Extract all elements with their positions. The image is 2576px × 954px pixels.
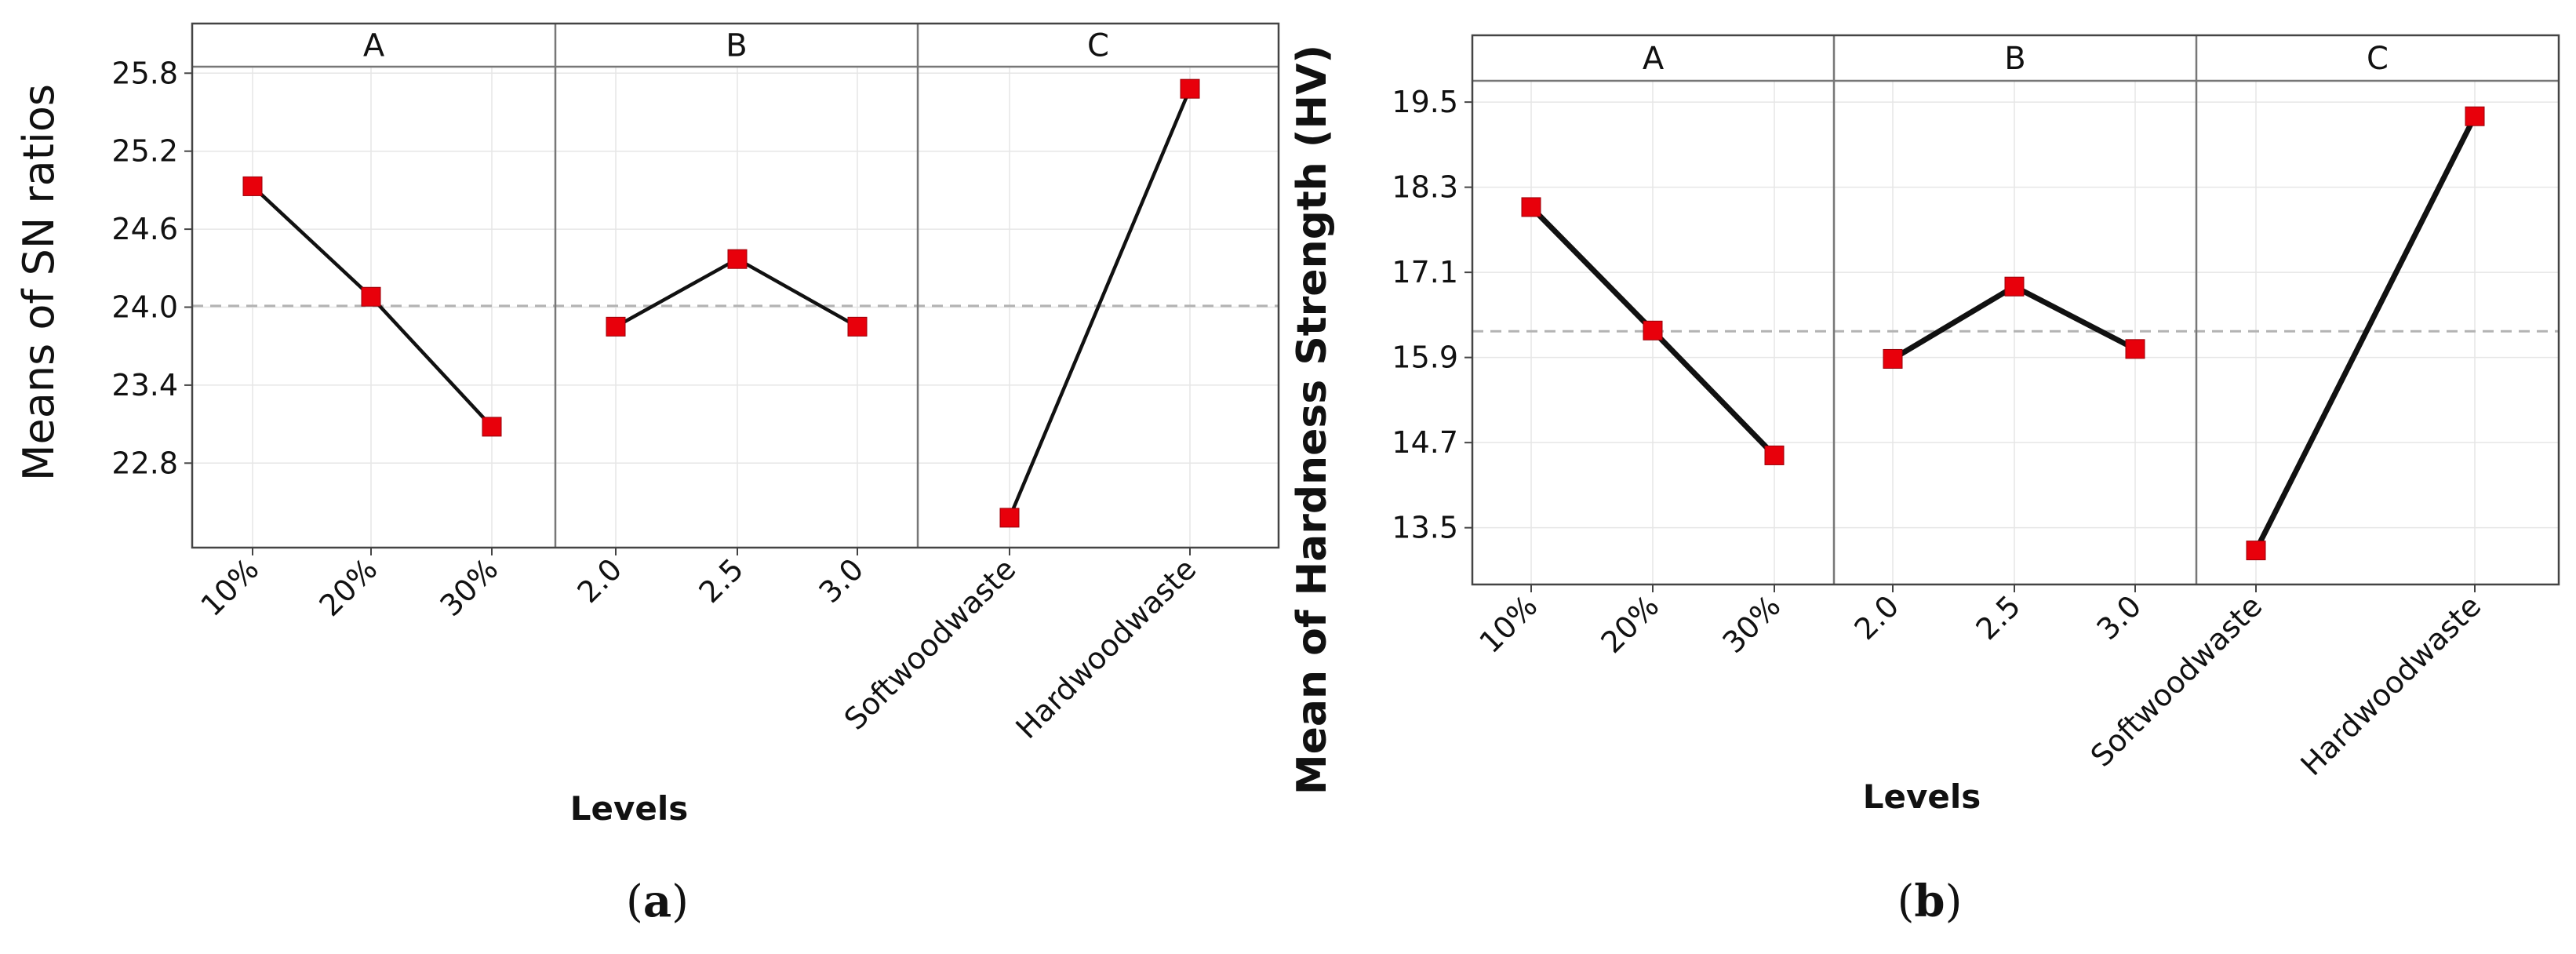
- caption-letter: b: [1914, 876, 1945, 927]
- data-point-A-3: [1764, 445, 1785, 465]
- y-axis-title: Mean of Hardness Strength (HV): [1289, 45, 1336, 795]
- y-tick-label: 23.4: [111, 368, 178, 402]
- y-tick-label: 22.8: [111, 446, 178, 480]
- caption-open-paren: (: [1897, 876, 1915, 927]
- y-tick-label: 25.8: [111, 56, 178, 90]
- facet-strip: [1472, 35, 2559, 81]
- x-axis-title: Levels: [1863, 777, 1981, 816]
- data-point-B-3: [847, 316, 868, 337]
- data-point-C-2: [2465, 106, 2485, 126]
- data-point-A-2: [361, 286, 381, 307]
- data-point-A-3: [482, 417, 502, 437]
- facet-label-C: C: [1087, 28, 1109, 64]
- data-point-A-1: [242, 176, 263, 196]
- facet-label-B: B: [726, 28, 747, 64]
- data-point-B-1: [1883, 348, 1903, 369]
- facet-label-A: A: [1643, 41, 1665, 77]
- y-tick-label: 19.5: [1392, 85, 1458, 119]
- data-point-B-1: [606, 316, 626, 337]
- plot-background: [1472, 81, 2559, 584]
- data-point-B-2: [2004, 276, 2025, 297]
- facet-strip: [192, 24, 1279, 67]
- y-tick-label: 15.9: [1392, 340, 1458, 375]
- plot-frame: [1471, 34, 2560, 586]
- panel-caption: (a): [626, 876, 689, 927]
- facet-label-B: B: [2004, 41, 2025, 77]
- data-point-B-2: [727, 249, 748, 269]
- data-point-C-2: [1180, 78, 1200, 99]
- series-line-C: [1007, 86, 1192, 520]
- caption-close-paren: ): [1945, 876, 1963, 927]
- y-tick-label: 13.5: [1392, 511, 1458, 545]
- caption-letter: a: [643, 876, 671, 927]
- y-tick-label: 17.1: [1392, 255, 1458, 289]
- facet-label-C: C: [2367, 41, 2389, 77]
- y-axis-title: Means of SN ratios: [14, 84, 64, 481]
- data-point-C-1: [2246, 541, 2266, 561]
- data-point-A-2: [1643, 320, 1663, 340]
- y-tick-label: 18.3: [1392, 170, 1458, 205]
- plot-frame: [191, 22, 1280, 549]
- panel-caption: (b): [1897, 876, 1963, 927]
- y-tick-label: 24.6: [111, 212, 178, 246]
- y-tick-label: 25.2: [111, 134, 178, 169]
- data-point-A-1: [1521, 197, 1541, 217]
- data-point-C-1: [999, 508, 1020, 528]
- y-tick-label: 24.0: [111, 290, 178, 325]
- y-tick-label: 14.7: [1392, 425, 1458, 460]
- chart-panel-b: A B C13.514.715.917.118.319.510% 20% 30% 2.0 2…: [1289, 34, 2560, 927]
- series-line-C: [2253, 113, 2478, 554]
- data-point-B-3: [2125, 339, 2145, 359]
- caption-open-paren: (: [626, 876, 643, 927]
- x-axis-title: Levels: [570, 789, 689, 828]
- caption-close-paren: ): [671, 876, 689, 927]
- facet-label-A: A: [363, 28, 385, 64]
